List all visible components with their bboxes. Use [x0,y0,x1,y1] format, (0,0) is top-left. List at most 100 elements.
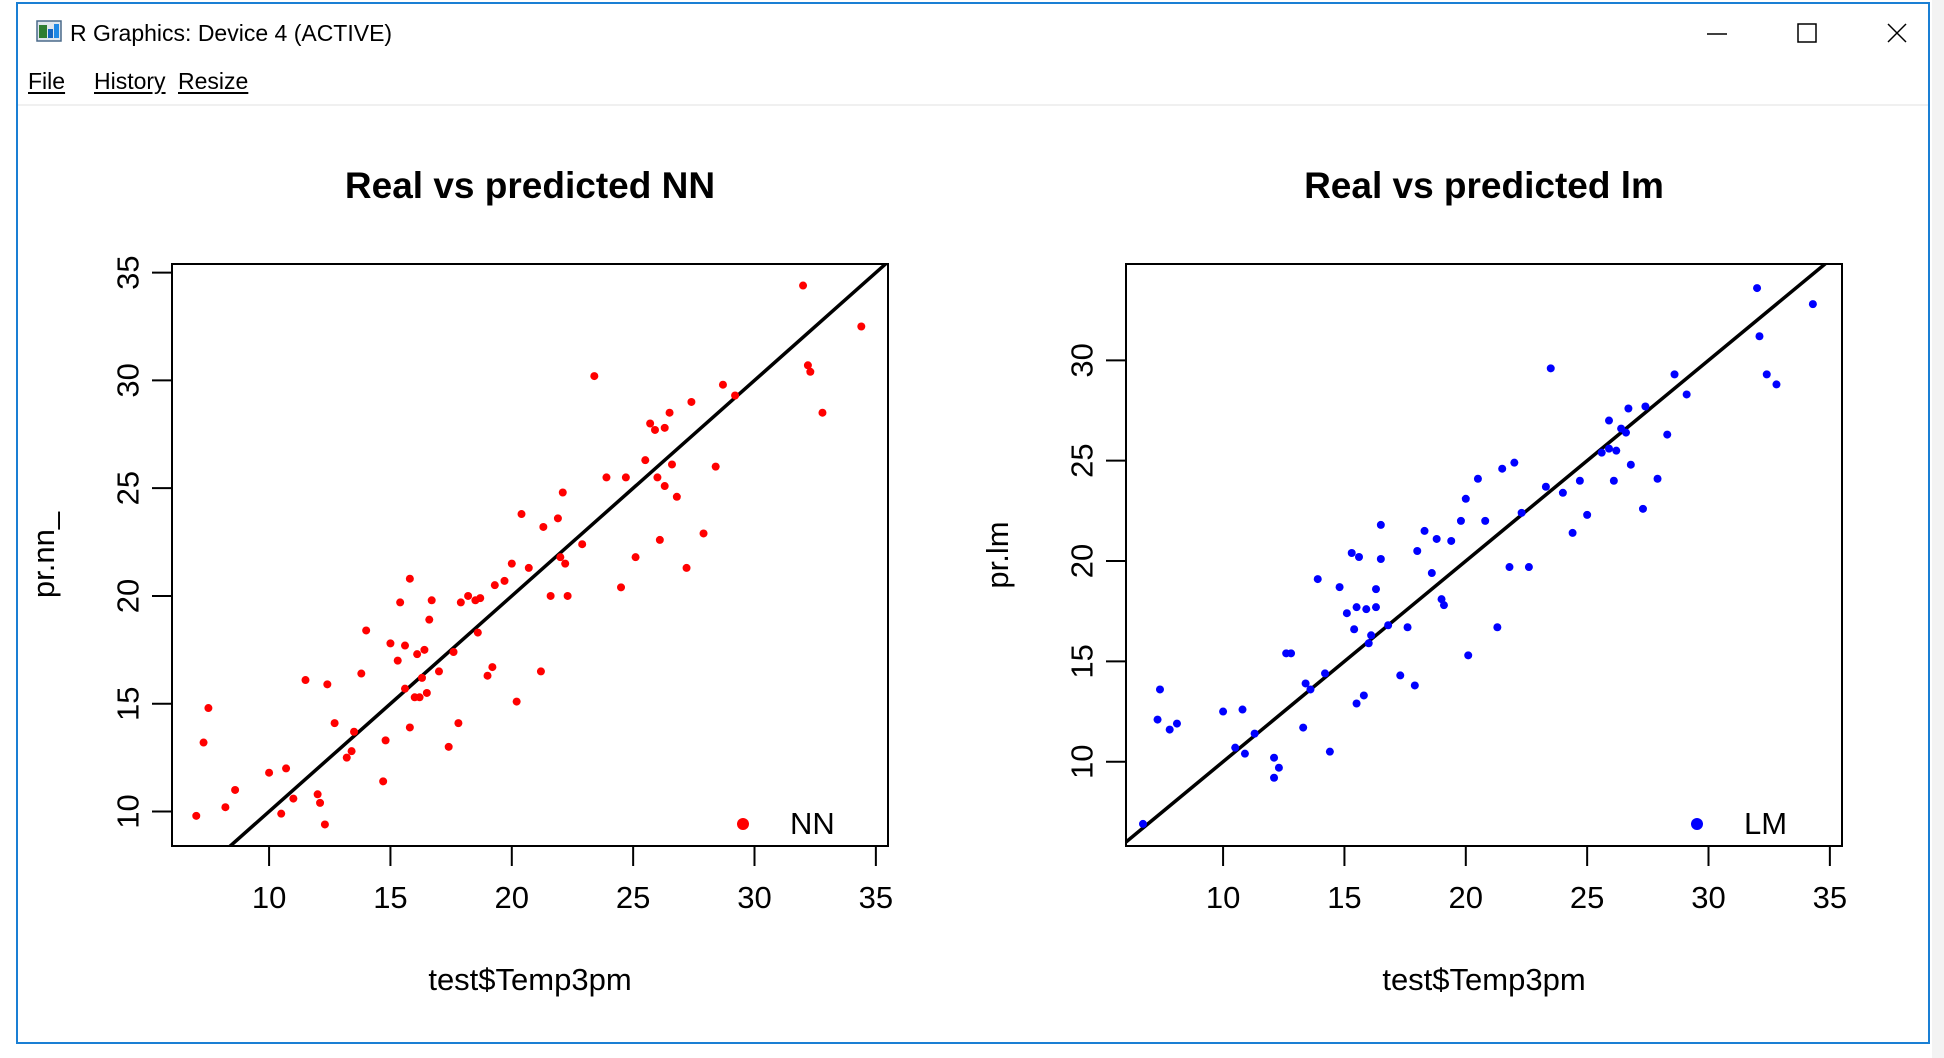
data-point [1313,575,1322,584]
data-point [1371,603,1380,612]
x-tick-label: 15 [373,880,407,915]
x-tick-label: 20 [495,880,529,915]
data-point [631,553,640,562]
maximize-icon [1797,23,1817,43]
menu-bar: File History Resize [18,62,1928,106]
data-point [1219,707,1228,716]
data-point [396,598,405,607]
data-point [1355,553,1364,562]
y-axis-label: pr.lm [980,521,1015,588]
x-tick-label: 30 [1691,880,1725,915]
data-point [444,742,453,751]
data-point [667,460,676,469]
data-point [1240,749,1249,758]
data-point [342,753,351,762]
data-point [1481,516,1490,525]
data-point [405,574,414,583]
data-point [1604,416,1613,425]
data-point [362,626,371,635]
data-point [192,811,201,820]
data-point [672,492,681,501]
close-icon [1887,23,1907,43]
data-point [1420,526,1429,535]
data-point [578,540,587,549]
data-point [265,768,274,777]
maximize-button[interactable] [1762,4,1852,62]
y-tick-label: 15 [111,686,146,720]
close-button[interactable] [1852,4,1942,62]
data-point [1371,585,1380,594]
data-point [524,563,533,572]
data-point [1352,699,1361,708]
x-tick-label: 25 [616,880,650,915]
x-tick-label: 35 [1813,880,1847,915]
data-point [405,723,414,732]
data-point [1321,669,1330,678]
data-point [1609,476,1618,485]
data-point [1624,404,1633,413]
data-point [449,648,458,656]
data-point [1325,747,1334,756]
data-point [1299,723,1308,732]
data-point [687,397,696,406]
data-point [1250,729,1259,738]
data-point [1413,546,1422,555]
data-point [1231,743,1240,752]
data-point [1427,569,1436,578]
data-point [1270,773,1279,782]
data-point [221,803,230,812]
data-point [556,553,565,562]
data-point [1301,679,1310,688]
data-point [1505,563,1514,572]
data-point [420,645,429,654]
y-tick-label: 10 [111,794,146,828]
data-point [806,367,815,376]
x-tick-label: 30 [737,880,771,915]
data-point [417,673,426,682]
data-point [1342,609,1351,618]
data-point [199,738,208,747]
y-tick-label: 20 [1065,544,1100,578]
title-bar[interactable]: R Graphics: Device 4 (ACTIVE) [18,4,1928,62]
data-point [393,656,402,665]
data-point [1626,460,1635,469]
data-point [646,419,655,428]
data-point [330,719,339,728]
data-point [1498,464,1507,473]
data-point [1583,510,1592,519]
data-point [1153,715,1162,724]
data-point [660,482,669,491]
data-point [1473,474,1482,483]
data-point [316,798,325,807]
data-point [415,693,424,702]
data-point [512,697,521,706]
background-editor-left [0,0,18,1058]
data-point [665,408,674,417]
data-point [507,559,516,568]
data-point [1524,563,1533,572]
menu-history[interactable]: History [94,68,166,94]
menu-resize[interactable]: Resize [178,68,249,94]
data-point [517,510,526,519]
data-point [563,591,572,600]
x-axis-label: test$Temp3pm [1382,962,1585,997]
data-point [818,408,827,417]
data-point [682,563,691,572]
data-point [699,529,708,538]
data-point [536,667,545,676]
data-point [553,514,562,523]
data-point [1755,332,1764,341]
data-point [1456,516,1465,525]
menu-file[interactable]: File [28,68,66,94]
data-point [320,820,329,829]
data-point [434,667,443,676]
x-axis-label: test$Temp3pm [428,962,631,997]
reference-line [1126,264,1828,844]
x-tick-label: 15 [1327,880,1361,915]
data-point [1410,681,1419,690]
data-point [488,663,497,672]
data-point [357,669,366,678]
background-editor-right [1932,0,1944,1058]
minimize-button[interactable] [1672,4,1762,62]
minimize-icon [1707,33,1727,35]
